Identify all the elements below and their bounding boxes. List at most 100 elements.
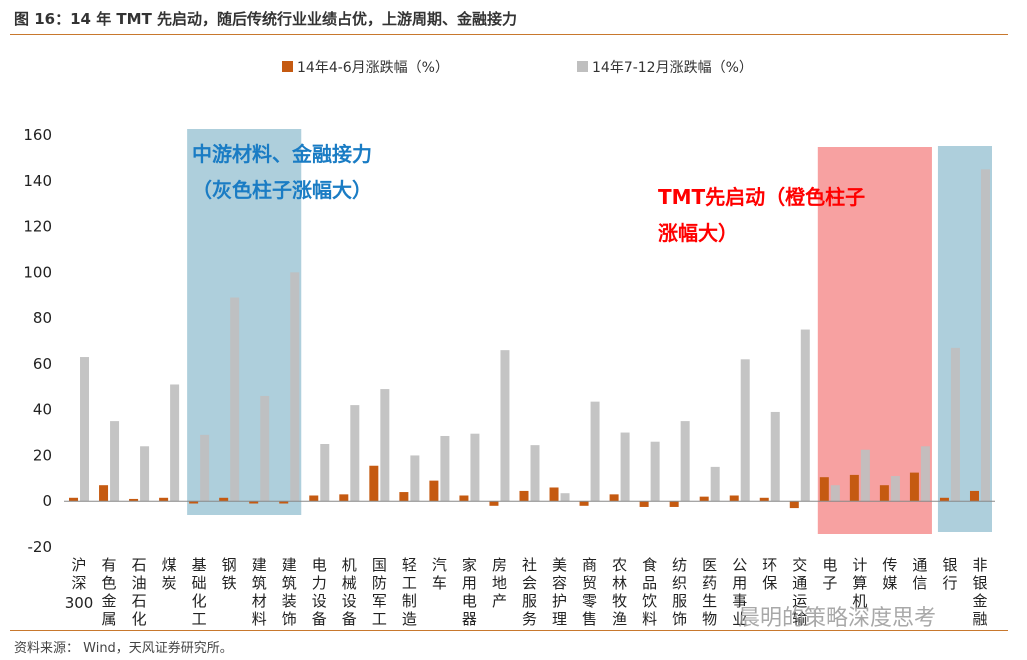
x-tick-label: 公用事业: [732, 556, 747, 628]
x-tick-label: 计算机: [852, 556, 867, 610]
annotation-1-line-2: （灰色柱子涨幅大）: [192, 178, 372, 202]
x-tick-label: 医药生物: [702, 556, 717, 628]
y-tick-label: 40: [33, 401, 52, 419]
bar-s1-美容护理: [549, 487, 559, 502]
bar-s2-沪深300: [80, 357, 90, 502]
bar-s1-房地产: [489, 501, 499, 506]
bar-s2-石油石化: [140, 446, 150, 502]
bar-s2-轻工制造: [410, 455, 420, 502]
legend-label-2: 14年7-12月涨跌幅（%）: [592, 60, 753, 76]
bar-s2-食品饮料: [650, 441, 660, 502]
x-tick-label: 食品饮料: [642, 556, 657, 628]
bar-s1-环保: [759, 497, 769, 502]
bar-s1-煤炭: [159, 497, 169, 502]
bar-s2-煤炭: [170, 384, 180, 502]
bar-s2-社会服务: [530, 445, 540, 502]
bar-s1-家用电器: [459, 495, 469, 502]
bar-s2-建筑装饰: [290, 272, 300, 502]
x-tick-label: 交通运输: [792, 556, 807, 628]
x-tick-label: 商贸零售: [582, 556, 597, 628]
bar-s1-食品饮料: [639, 501, 649, 507]
bar-s2-传媒: [890, 476, 900, 502]
y-tick-label: 60: [33, 355, 52, 373]
bar-s2-非银金融: [980, 169, 990, 502]
bar-s1-公用事业: [729, 495, 739, 502]
bar-s1-石油石化: [129, 498, 139, 502]
bar-s1-传媒: [879, 485, 889, 502]
y-tick-label: 100: [23, 263, 52, 281]
bar-s2-计算机: [860, 449, 870, 502]
x-tick-label: 轻工制造: [402, 556, 417, 628]
bar-s2-机械设备: [350, 405, 360, 502]
bar-s1-机械设备: [339, 494, 349, 502]
x-tick-label: 基础化工: [192, 556, 207, 628]
bar-s2-国防军工: [380, 389, 390, 502]
bar-s2-有色金属: [110, 421, 120, 502]
title-rule: [10, 34, 1008, 35]
x-tick-label: 沪深 300: [65, 556, 94, 612]
x-tick-label: 国防军工: [372, 556, 387, 628]
source-rule: [10, 630, 1008, 631]
x-tick-label: 银行: [942, 556, 957, 592]
figure-title: 图 16：14 年 TMT 先启动，随后传统行业业绩占优，上游周期、金融接力: [14, 10, 518, 28]
bar-s2-家用电器: [470, 433, 480, 502]
bar-s2-交通运输: [800, 329, 810, 502]
bar-s1-汽车: [429, 480, 439, 502]
legend-swatch-1: [282, 61, 293, 72]
bar-s2-公用事业: [740, 359, 750, 502]
x-tick-label: 环保: [762, 556, 777, 592]
bar-s2-电力设备: [320, 444, 330, 502]
bar-s2-电子: [830, 485, 840, 502]
bar-s2-建筑材料: [260, 395, 270, 502]
x-tick-label: 美容护理: [552, 556, 567, 628]
bar-s2-汽车: [440, 435, 450, 502]
y-tick-label: 160: [23, 126, 52, 144]
bar-s1-银行: [939, 497, 949, 502]
bar-s2-钢铁: [230, 297, 240, 502]
bar-s2-医药生物: [710, 466, 720, 502]
annotation-2-line-1: TMT先启动（橙色柱子: [658, 185, 865, 209]
bar-s1-交通运输: [789, 501, 799, 509]
y-tick-label: 80: [33, 309, 52, 327]
bar-s1-纺织服饰: [669, 501, 679, 507]
x-tick-label: 纺织服饰: [672, 556, 687, 628]
bar-s2-通信: [920, 446, 930, 502]
bar-s2-纺织服饰: [680, 421, 690, 502]
x-tick-label: 农林牧渔: [612, 556, 627, 628]
bar-s1-基础化工: [189, 501, 199, 504]
bar-s1-轻工制造: [399, 492, 409, 502]
legend-swatch-2: [577, 61, 588, 72]
watermark-text: 晨明的策略深度思考: [738, 606, 937, 631]
y-tick-label: 20: [33, 446, 52, 464]
bar-s1-通信: [909, 472, 919, 502]
bar-s1-非银金融: [969, 490, 979, 502]
bar-s1-电子: [819, 477, 829, 502]
bar-s2-基础化工: [200, 434, 210, 502]
legend-label-1: 14年4-6月涨跌幅（%）: [297, 60, 449, 76]
bar-s1-社会服务: [519, 490, 529, 502]
bar-s2-商贸零售: [590, 401, 600, 502]
x-tick-label: 建筑材料: [252, 556, 267, 628]
bar-s2-环保: [770, 411, 780, 502]
bar-s1-医药生物: [699, 496, 709, 502]
highlight-box-2: [817, 147, 932, 534]
bar-s1-国防军工: [369, 465, 379, 502]
y-tick-label: 140: [23, 172, 52, 190]
x-tick-label: 社会服务: [522, 556, 537, 628]
bar-s1-计算机: [849, 474, 859, 502]
x-tick-label: 钢铁: [222, 556, 237, 592]
y-tick-label: 0: [42, 492, 52, 510]
bar-s2-美容护理: [560, 493, 570, 502]
bar-s1-建筑材料: [249, 501, 259, 504]
annotation-2-line-2: 涨幅大）: [658, 221, 738, 245]
bar-s1-钢铁: [219, 497, 229, 502]
x-tick-label: 机械设备: [342, 556, 357, 628]
x-tick-label: 煤炭: [162, 556, 177, 592]
x-tick-label: 有色金属: [102, 556, 117, 628]
x-tick-label: 石油石化: [132, 556, 147, 628]
bar-s1-农林牧渔: [609, 494, 619, 502]
x-tick-label: 非银金融: [972, 556, 987, 628]
bar-s2-农林牧渔: [620, 432, 630, 502]
x-tick-label: 房地产: [492, 556, 507, 610]
